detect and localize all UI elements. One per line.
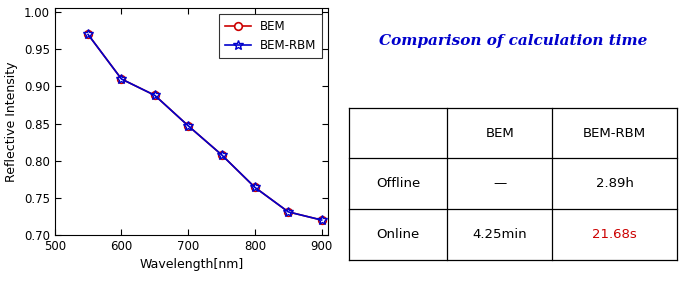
Text: 21.68s: 21.68s	[592, 228, 637, 241]
X-axis label: Wavelength[nm]: Wavelength[nm]	[140, 258, 244, 271]
Text: BEM: BEM	[486, 127, 514, 140]
Text: —: —	[493, 177, 506, 190]
Y-axis label: Reflective Intensity: Reflective Intensity	[5, 61, 18, 182]
Text: 4.25min: 4.25min	[473, 228, 527, 241]
Text: Online: Online	[376, 228, 420, 241]
Legend: BEM, BEM-RBM: BEM, BEM-RBM	[219, 14, 322, 58]
Text: BEM-RBM: BEM-RBM	[583, 127, 646, 140]
Text: Comparison of calculation time: Comparison of calculation time	[379, 34, 647, 48]
Text: Offline: Offline	[376, 177, 420, 190]
Text: 2.89h: 2.89h	[596, 177, 633, 190]
